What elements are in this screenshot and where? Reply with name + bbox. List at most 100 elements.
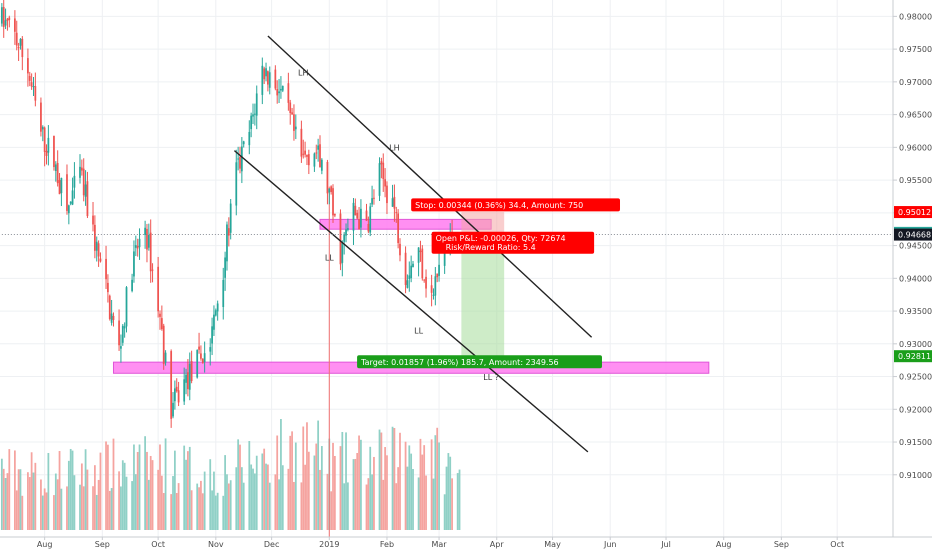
price-tick-label: 0.94000 [899,274,932,283]
candle-body [43,127,46,152]
volume-bar [86,469,89,530]
candle-body [268,72,271,88]
channel-line-upper[interactable] [267,35,593,338]
reward-box[interactable] [461,234,505,357]
candle-body [240,146,243,172]
time-tick-label: Jul [660,540,671,549]
candle-body [382,162,385,180]
candle-body [302,153,305,155]
volume-bar [159,444,161,530]
candle-body [248,131,251,146]
volume-bar [82,486,85,530]
volume-bar [378,429,381,530]
candle-body [216,303,219,312]
price-tick-label: 0.95500 [899,176,932,185]
volume-bar [307,451,310,530]
volume-bar [47,452,50,530]
candle-body [278,91,280,94]
volume-bar [252,468,254,530]
candle-body [328,188,331,193]
volume-bar [187,451,189,530]
time-tick-label: Oct [830,540,844,549]
volume-bar [417,477,420,530]
volume-bar [53,495,55,530]
price-tick-label: 0.96000 [899,143,932,152]
volume-bar [315,443,318,530]
volume-bar [17,469,20,530]
price-badge [894,228,932,241]
volume-bar [320,446,323,530]
candle-body [343,234,346,242]
candle-body [203,353,206,363]
channel-line-lower[interactable] [233,150,589,453]
candle-body [19,38,22,46]
candle-body [92,215,94,225]
volume-bar [287,468,290,530]
candle-body [239,157,241,169]
volume-bar [253,473,256,530]
volume-bar [408,445,411,530]
candle-body [347,228,349,230]
candle-body [125,287,128,327]
price-badge-label: 0.92811 [898,352,931,361]
candle-body [82,168,85,196]
volume-bar [371,474,373,530]
candle-body [27,58,29,74]
volume-bar [216,492,219,530]
volume-bar [19,469,22,530]
candle-body [131,279,133,292]
candle-body [438,264,440,276]
volume-bar [281,465,284,530]
candle-body [354,205,357,216]
candle-body [53,135,55,168]
candle-body [21,38,24,58]
candle-body [406,280,409,288]
candle-body [30,82,33,87]
candle-body [15,32,18,46]
volume-bar [317,420,320,530]
stop-label: Stop: 0.00344 (0.36%) 34.4, Amount: 750 [415,201,583,210]
time-tick-label: Oct [151,540,165,549]
risk-box[interactable] [461,212,505,235]
candle-body [226,224,228,262]
time-tick-label: Dec [264,540,279,549]
candle-body [326,161,329,194]
volume-bar [15,490,18,530]
candle-body [304,150,306,155]
candle-body [267,71,269,85]
candle-body [306,155,308,157]
candle-body [84,184,87,197]
volume-bar [41,495,44,530]
volume-bar [445,466,448,530]
candle-body [263,68,266,80]
candle-body [443,251,446,266]
volume-bar [198,487,200,530]
volume-bar [358,435,360,530]
candle-body [229,203,232,233]
candle-body [28,75,31,81]
volume-bar [224,455,226,530]
volume-bar [356,452,359,530]
candle-body [66,174,68,211]
volume-bar [384,447,386,530]
annotation-label: LL ? [483,373,499,382]
candle-body [291,112,293,115]
volume-bar [84,449,87,530]
volume-bar [200,480,202,530]
annotation-label: LL [325,254,334,263]
price-scale[interactable] [893,0,932,550]
candle-body [17,47,20,49]
price-tick-label: 0.97500 [899,45,932,54]
target-label: Target: 0.01857 (1.96%) 185.7, Amount: 2… [360,358,559,367]
time-scale[interactable] [0,537,932,550]
candle-body [121,325,124,343]
volume-bar [190,490,193,530]
volume-bar [319,469,321,530]
price-badge [894,350,932,363]
volume-bar [177,483,180,530]
volume-bar [449,456,452,530]
volume-bar [157,469,160,530]
candle-body [47,137,50,153]
candle-body [146,228,148,250]
